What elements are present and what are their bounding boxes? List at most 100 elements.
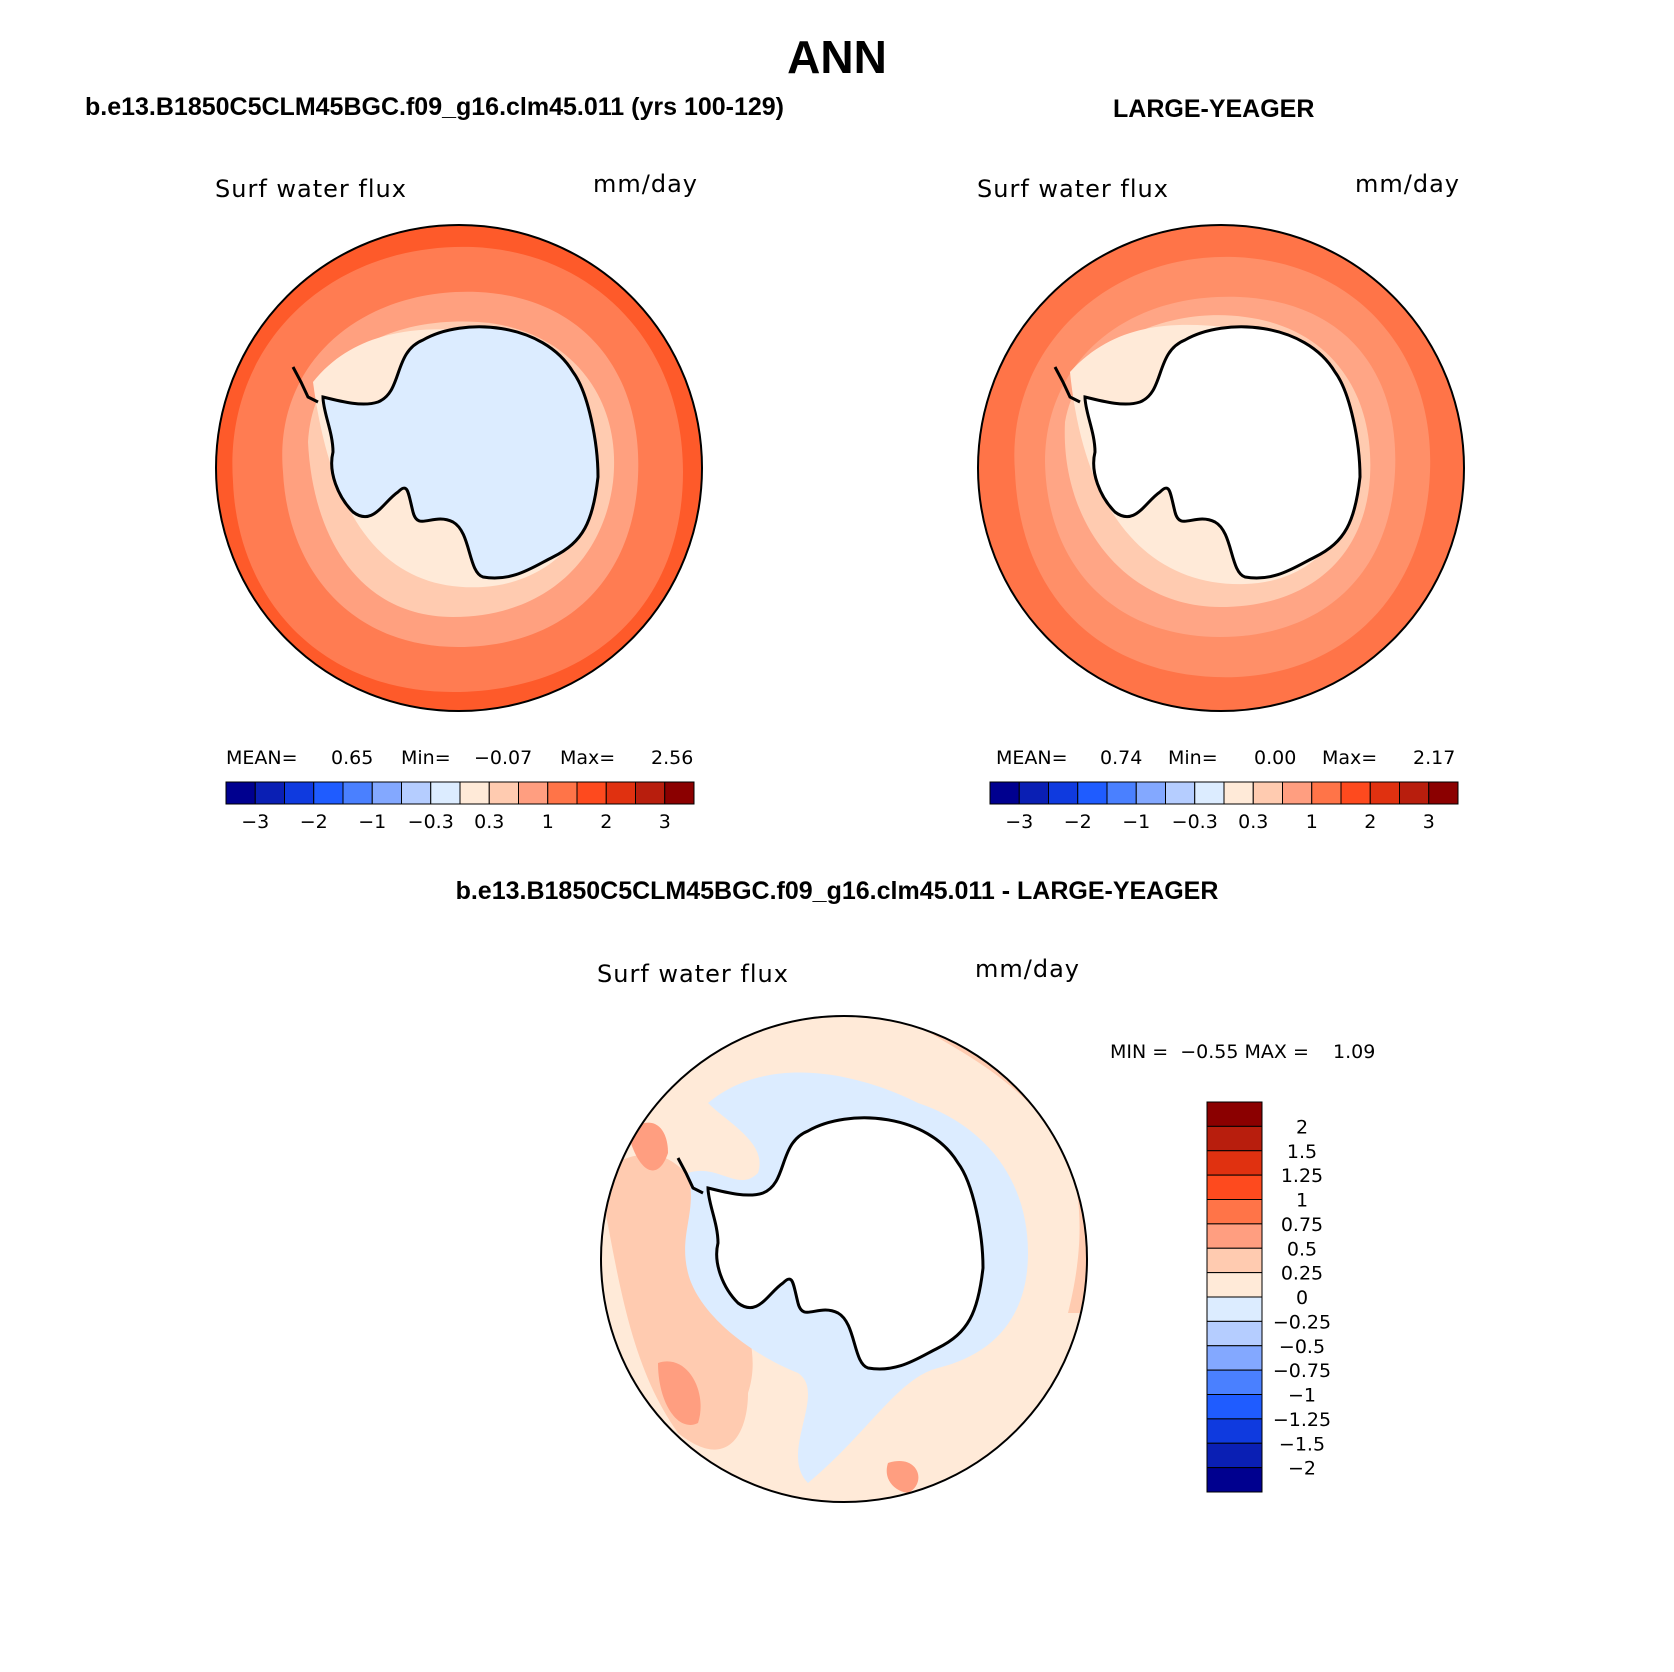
diff-minmax-label: MIN = −0.55 MAX = 1.09 <box>1110 1041 1376 1063</box>
diff-colorbar-box <box>1206 1320 1263 1347</box>
obs-colorbar-tick-label: 1 <box>1306 811 1318 833</box>
obs-max-value: 2.17 <box>1413 747 1456 769</box>
model-variable-label: Surf water flux <box>215 175 407 203</box>
model-polar-map <box>215 224 703 712</box>
diff-colorbar-tick-label: −1.5 <box>1279 1433 1325 1455</box>
diff-colorbar-box <box>1206 1442 1263 1469</box>
model-colorbar-box <box>518 781 549 805</box>
model-colorbar-box <box>225 781 256 805</box>
obs-colorbar-box <box>1428 781 1459 805</box>
obs-colorbar-box <box>1223 781 1254 805</box>
model-min-value: −0.07 <box>474 747 533 769</box>
model-units-label: mm/day <box>593 170 698 198</box>
diff-colorbar-tick-label: 2 <box>1296 1116 1308 1138</box>
obs-peninsula-coast <box>1053 366 1081 404</box>
obs-mean-label: MEAN= <box>996 747 1068 769</box>
obs-colorbar-tick-label: −1 <box>1122 811 1150 833</box>
model-map-border <box>215 224 703 712</box>
model-colorbar-box <box>547 781 578 805</box>
diff-colorbar-box <box>1206 1418 1263 1444</box>
diff-map-border <box>600 1015 1088 1503</box>
model-colorbar-box <box>254 781 285 805</box>
diff-colorbar-tick-label: −0.75 <box>1273 1360 1331 1382</box>
diff-case-title: b.e13.B1850C5CLM45BGC.f09_g16.clm45.011 … <box>455 877 1219 905</box>
model-colorbar-box <box>284 781 315 805</box>
obs-min-value: 0.00 <box>1254 747 1297 769</box>
diff-colorbar-tick-label: 0 <box>1296 1287 1308 1309</box>
model-colorbar-tick-label: 1 <box>542 811 554 833</box>
diff-field-ring1-west <box>601 1154 753 1450</box>
obs-colorbar: −3 −2 −1 −0.3 0.3 1 2 3 <box>989 781 1459 833</box>
diff-colorbar-tick-label: 1 <box>1296 1190 1308 1212</box>
obs-colorbar-tick-label: −0.3 <box>1172 811 1218 833</box>
diff-colorbar-box <box>1206 1101 1263 1127</box>
obs-colorbar-box <box>1077 781 1108 805</box>
obs-mean-value: 0.74 <box>1100 747 1143 769</box>
model-min-label: Min= <box>401 747 451 769</box>
diff-colorbar: 21.51.2510.750.50.250−0.25−0.5−0.75−1−1.… <box>1206 1101 1331 1493</box>
model-mean-value: 0.65 <box>331 747 374 769</box>
obs-colorbar-tick-label: 2 <box>1364 811 1376 833</box>
diff-field-ring2-c <box>886 1460 919 1493</box>
obs-colorbar-box <box>1018 781 1049 805</box>
model-case-title: b.e13.B1850C5CLM45BGC.f09_g16.clm45.011 … <box>85 93 785 121</box>
model-peninsula-coast <box>291 366 319 404</box>
obs-min-label: Min= <box>1168 747 1218 769</box>
obs-colorbar-box <box>1399 781 1430 805</box>
diff-colorbar-tick-label: 0.25 <box>1281 1263 1323 1285</box>
model-colorbar-box <box>664 781 695 805</box>
diff-colorbar-box <box>1206 1296 1263 1322</box>
obs-colorbar-box <box>1252 781 1283 805</box>
diff-field-ring2-a <box>628 1122 668 1171</box>
page-title: ANN <box>787 31 887 83</box>
model-colorbar-box <box>430 781 461 805</box>
model-colorbar-box <box>459 781 490 805</box>
model-antarctica-coastline <box>321 325 600 580</box>
obs-case-title: LARGE-YEAGER <box>1113 95 1315 123</box>
obs-colorbar-tick-label: 0.3 <box>1238 811 1268 833</box>
obs-colorbar-box <box>989 781 1020 805</box>
diff-antarctica-coastline <box>706 1116 985 1371</box>
diff-colorbar-box <box>1206 1150 1263 1176</box>
obs-map-border <box>977 224 1465 712</box>
diff-colorbar-tick-label: 0.75 <box>1281 1214 1323 1236</box>
diff-colorbar-box <box>1206 1125 1263 1152</box>
model-colorbar-tick-label: 2 <box>600 811 612 833</box>
model-colorbar-box <box>605 781 636 805</box>
obs-colorbar-tick-label: −2 <box>1064 811 1092 833</box>
diff-colorbar-box <box>1206 1369 1263 1395</box>
model-colorbar-tick-label: −0.3 <box>408 811 454 833</box>
diff-colorbar-box <box>1206 1394 1263 1420</box>
diff-colorbar-tick-label: 0.5 <box>1287 1238 1317 1260</box>
model-colorbar-tick-label: −3 <box>241 811 269 833</box>
model-colorbar-box <box>576 781 607 805</box>
obs-colorbar-tick-label: −3 <box>1005 811 1033 833</box>
model-colorbar-box <box>313 781 344 805</box>
model-colorbar-box <box>342 781 373 805</box>
obs-colorbar-box <box>1340 781 1371 805</box>
model-max-label: Max= <box>560 747 616 769</box>
obs-colorbar-box <box>1165 781 1196 805</box>
obs-variable-label: Surf water flux <box>977 175 1169 203</box>
diff-peninsula-coast <box>676 1157 704 1195</box>
diff-colorbar-box <box>1206 1199 1263 1225</box>
diff-colorbar-box <box>1206 1223 1263 1249</box>
obs-units-label: mm/day <box>1355 170 1460 198</box>
model-colorbar-box <box>371 781 402 805</box>
obs-max-label: Max= <box>1322 747 1378 769</box>
model-colorbar-tick-label: −1 <box>358 811 386 833</box>
obs-colorbar-box <box>1311 781 1342 805</box>
model-colorbar-box <box>401 781 432 805</box>
diff-colorbar-tick-label: −1.25 <box>1273 1409 1331 1431</box>
diff-units-label: mm/day <box>975 955 1080 983</box>
obs-colorbar-box <box>1194 781 1225 805</box>
diff-colorbar-box <box>1206 1467 1263 1493</box>
obs-antarctica-coastline <box>1083 325 1362 580</box>
model-colorbar: −3 −2 −1 −0.3 0.3 1 2 3 <box>225 781 695 833</box>
model-mean-label: MEAN= <box>226 747 298 769</box>
diff-colorbar-tick-label: 1.25 <box>1281 1165 1323 1187</box>
diff-colorbar-box <box>1206 1345 1263 1371</box>
obs-colorbar-box <box>1282 781 1313 805</box>
model-colorbar-tick-label: −2 <box>300 811 328 833</box>
diff-colorbar-tick-label: 1.5 <box>1287 1141 1317 1163</box>
